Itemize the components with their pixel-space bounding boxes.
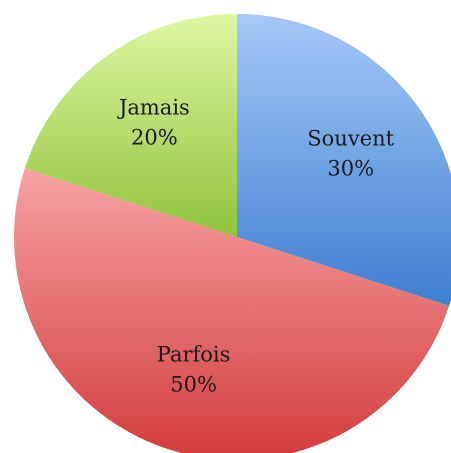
slice-label-jamais: Jamais xyxy=(117,95,190,119)
slice-label-souvent: Souvent xyxy=(307,126,394,150)
slice-value-jamais: 20% xyxy=(131,125,178,149)
pie-slice-jamais xyxy=(24,13,237,237)
pie-slice-parfois xyxy=(14,168,450,453)
slice-value-souvent: 30% xyxy=(327,156,374,180)
pie-slices xyxy=(14,13,451,453)
pie-labels: Souvent 30% Parfois 50% Jamais 20% xyxy=(117,95,395,396)
slice-value-parfois: 50% xyxy=(170,373,217,397)
pie-slice-souvent xyxy=(237,14,451,306)
slice-label-parfois: Parfois xyxy=(157,343,231,367)
